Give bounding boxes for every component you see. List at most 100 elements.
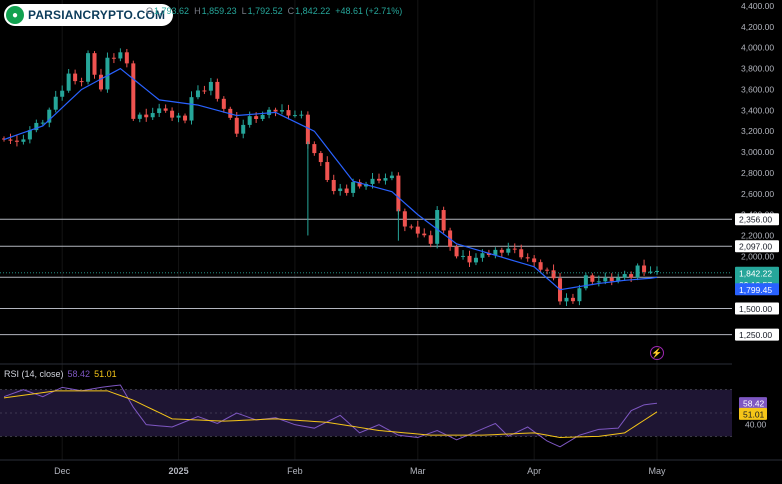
candle[interactable] xyxy=(364,181,369,190)
candle[interactable] xyxy=(208,77,213,96)
candle[interactable] xyxy=(27,126,32,144)
candle[interactable] xyxy=(124,48,129,68)
level-badge[interactable]: 1,500.00 xyxy=(735,302,779,315)
candle[interactable] xyxy=(176,112,181,123)
candle[interactable] xyxy=(344,184,349,196)
candle[interactable] xyxy=(473,253,478,266)
candle[interactable] xyxy=(325,156,330,183)
candle[interactable] xyxy=(389,171,394,181)
candle[interactable] xyxy=(79,77,84,87)
candle[interactable] xyxy=(292,110,297,118)
candle[interactable] xyxy=(642,259,647,276)
candle[interactable] xyxy=(234,111,239,138)
rsi-pane[interactable] xyxy=(3,384,658,448)
candle[interactable] xyxy=(8,133,13,144)
candle[interactable] xyxy=(609,273,614,286)
candle[interactable] xyxy=(525,253,530,262)
candle[interactable] xyxy=(454,244,459,259)
candle[interactable] xyxy=(415,220,420,238)
candle-body xyxy=(486,253,491,255)
candle[interactable] xyxy=(144,108,149,122)
candle[interactable] xyxy=(622,270,627,281)
candle[interactable] xyxy=(73,69,78,85)
candle[interactable] xyxy=(14,135,19,147)
candle[interactable] xyxy=(654,266,660,275)
candle[interactable] xyxy=(86,50,91,85)
candle[interactable] xyxy=(215,78,220,102)
candle[interactable] xyxy=(157,103,162,117)
candle[interactable] xyxy=(34,119,39,133)
candle[interactable] xyxy=(338,183,343,196)
candle[interactable] xyxy=(435,206,440,249)
candle[interactable] xyxy=(506,242,511,256)
candle[interactable] xyxy=(441,206,446,234)
candle[interactable] xyxy=(635,263,640,281)
candle[interactable] xyxy=(519,244,524,260)
candle[interactable] xyxy=(551,264,556,281)
candle[interactable] xyxy=(428,230,433,248)
candle[interactable] xyxy=(221,96,226,113)
candle[interactable] xyxy=(98,68,103,92)
candle[interactable] xyxy=(583,272,588,291)
candle[interactable] xyxy=(202,85,207,95)
candle[interactable] xyxy=(512,243,517,254)
candle[interactable] xyxy=(357,179,362,189)
candle[interactable] xyxy=(577,284,582,306)
candle[interactable] xyxy=(105,52,110,93)
candle[interactable] xyxy=(66,69,71,93)
candle[interactable] xyxy=(402,208,407,232)
candle[interactable] xyxy=(422,228,427,238)
candle[interactable] xyxy=(383,173,388,185)
candle[interactable] xyxy=(538,259,543,273)
candle[interactable] xyxy=(312,141,317,156)
candle[interactable] xyxy=(461,250,466,260)
candle[interactable] xyxy=(241,119,246,139)
candle[interactable] xyxy=(376,173,381,184)
candle[interactable] xyxy=(648,266,653,275)
candle[interactable] xyxy=(396,172,401,215)
candle[interactable] xyxy=(467,250,472,267)
level-badge[interactable]: 2,097.00 xyxy=(735,240,779,253)
candle[interactable] xyxy=(111,53,116,64)
price-axis[interactable]: 4,400.00 4,200.00 4,000.00 3,800.00 3,600.00… xyxy=(0,0,782,460)
candle[interactable] xyxy=(493,247,498,259)
candle[interactable] xyxy=(564,293,569,306)
rsi-legend[interactable]: RSI (14, close) 58.42 51.01 xyxy=(4,369,117,379)
candle[interactable] xyxy=(280,104,285,115)
candle[interactable] xyxy=(137,112,142,123)
candle[interactable] xyxy=(92,51,97,79)
candle[interactable] xyxy=(163,104,168,113)
candle[interactable] xyxy=(131,60,136,121)
level-badge[interactable]: 1,250.00 xyxy=(735,328,779,341)
candle[interactable] xyxy=(21,134,26,145)
candle[interactable] xyxy=(570,293,575,304)
candle[interactable] xyxy=(118,48,123,62)
ma-badge[interactable]: 1,799.45 xyxy=(735,283,779,296)
candle-body xyxy=(247,116,252,125)
candle[interactable] xyxy=(590,273,595,286)
candle[interactable] xyxy=(499,247,504,258)
candle[interactable] xyxy=(318,150,323,167)
candle[interactable] xyxy=(47,107,52,128)
candle[interactable] xyxy=(150,107,155,120)
time-axis[interactable]: Dec 2025 Feb Mar Apr May xyxy=(0,459,782,476)
candle[interactable] xyxy=(183,113,188,124)
candle[interactable] xyxy=(532,255,537,267)
candle[interactable] xyxy=(596,275,601,287)
level-badge[interactable]: 2,356.00 xyxy=(735,213,779,226)
candle[interactable] xyxy=(60,85,65,101)
candle[interactable] xyxy=(53,90,58,113)
candle[interactable] xyxy=(331,174,336,195)
price-candles[interactable] xyxy=(1,48,660,306)
candle[interactable] xyxy=(195,85,200,100)
candle[interactable] xyxy=(299,110,304,119)
rsi-ma-value: 51.01 xyxy=(94,369,117,379)
candle[interactable] xyxy=(189,91,194,125)
candle[interactable] xyxy=(545,267,550,275)
candle[interactable] xyxy=(409,224,414,230)
candle[interactable] xyxy=(170,107,175,121)
rsi-tick-label: 40.00 xyxy=(745,420,767,430)
flash-icon[interactable]: ⚡ xyxy=(650,346,664,360)
candle[interactable] xyxy=(286,104,291,120)
